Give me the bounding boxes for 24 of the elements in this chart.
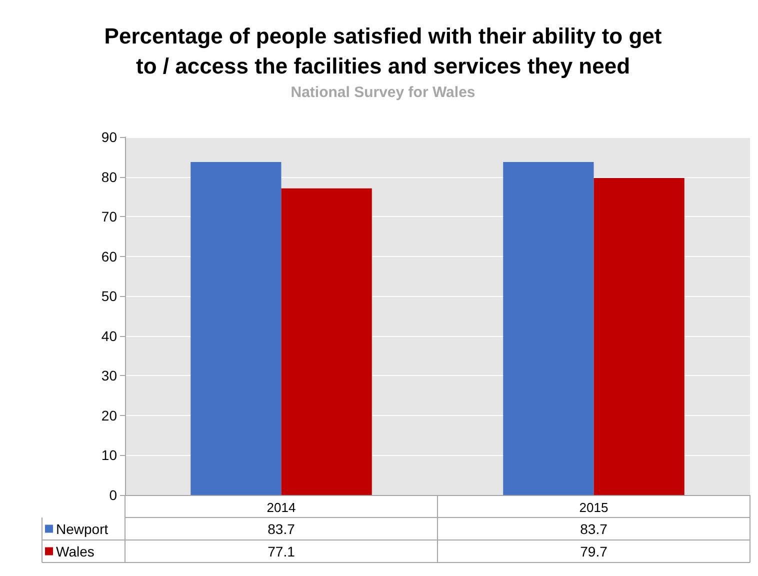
bar — [503, 162, 594, 495]
legend-label: Newport — [56, 520, 108, 537]
chart-title: Percentage of people satisfied with their ability to get to / access the facilities and services they need — [104, 24, 662, 78]
bar — [281, 188, 372, 495]
y-tick-label: 40 — [101, 328, 118, 344]
y-tick-label: 0 — [109, 487, 118, 503]
y-tick-label: 60 — [101, 248, 118, 264]
y-tick-label: 30 — [101, 368, 118, 384]
y-tick-label: 10 — [101, 447, 118, 464]
x-tick-label: 2015 — [579, 500, 608, 515]
chart-subtitle: National Survey for Wales — [290, 84, 476, 101]
y-tick-label: 50 — [101, 288, 118, 304]
x-tick-label: 2014 — [266, 500, 296, 515]
y-tick-label: 20 — [101, 407, 118, 424]
data-label: 77.1 — [268, 543, 296, 560]
bar — [190, 162, 282, 495]
y-tick-label: 70 — [101, 208, 118, 225]
data-label: 83.7 — [580, 520, 608, 537]
data-label: 83.7 — [268, 520, 296, 537]
data-label: 79.7 — [580, 543, 608, 560]
y-tick-label: 90 — [101, 129, 118, 145]
y-tick-label: 80 — [101, 168, 118, 185]
legend-label: Wales — [56, 543, 94, 560]
bar — [594, 178, 684, 495]
